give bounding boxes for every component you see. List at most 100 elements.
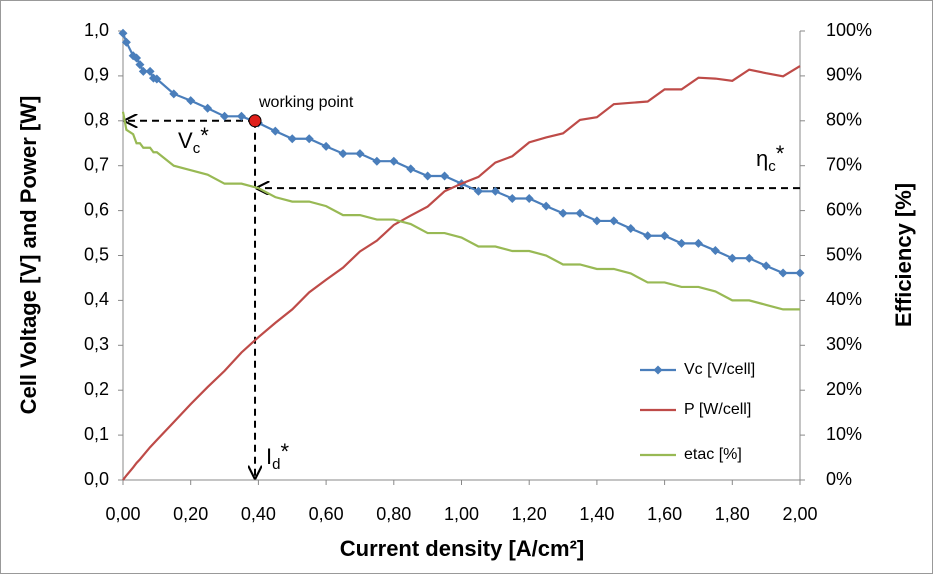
y-tick-label: 0,5 [84, 244, 109, 264]
voltage-annotation: Vc* [178, 123, 209, 157]
data-point [592, 216, 602, 226]
y-tick-label: 0,1 [84, 424, 109, 444]
y2-tick-label: 0% [826, 469, 852, 489]
current-annotation: Id* [266, 439, 289, 473]
data-point [287, 134, 297, 144]
data-point [710, 246, 720, 256]
ann-base: η [756, 146, 768, 171]
legend-marker [653, 365, 663, 375]
series-line [121, 111, 800, 311]
data-point [135, 60, 145, 70]
data-point [132, 53, 142, 63]
efficiency-annotation: ηc* [756, 141, 785, 175]
y-tick-label: 0,4 [84, 289, 109, 309]
x-tick-label: 1,20 [512, 504, 547, 524]
data-point [677, 238, 687, 248]
y2-tick-label: 30% [826, 334, 862, 354]
x-tick-label: 0,80 [376, 504, 411, 524]
data-point [236, 111, 246, 121]
data-point [423, 171, 433, 181]
data-point [744, 253, 754, 263]
data-point [321, 141, 331, 151]
data-point [693, 238, 703, 248]
x-tick-label: 1,60 [647, 504, 682, 524]
data-point [220, 111, 230, 121]
data-point [145, 66, 155, 76]
legend-label: etac [%] [684, 446, 742, 463]
y2-tick-label: 100% [826, 20, 872, 40]
data-point [203, 103, 213, 113]
x-tick-label: 1,40 [579, 504, 614, 524]
y2-tick-label: 20% [826, 379, 862, 399]
ann-suffix: * [200, 123, 209, 148]
data-point [169, 89, 179, 99]
data-point [761, 261, 771, 271]
ann-suffix: * [776, 141, 785, 166]
x-tick-label: 0,00 [105, 504, 140, 524]
data-point [389, 156, 399, 166]
y-tick-label: 0,2 [84, 379, 109, 399]
y-tick-label: 0,0 [84, 469, 109, 489]
data-point [643, 231, 653, 241]
ann-base: I [266, 444, 272, 469]
data-point [138, 66, 148, 76]
data-point [524, 193, 534, 203]
ann-base: V [178, 128, 193, 153]
x-tick-label: 0,60 [309, 504, 344, 524]
data-point [338, 149, 348, 159]
x-tick-label: 0,40 [241, 504, 276, 524]
data-point [440, 171, 450, 181]
working-point [248, 114, 262, 128]
data-point [186, 96, 196, 106]
data-point [121, 37, 131, 47]
y-tick-label: 1,0 [84, 20, 109, 40]
x-tick-label: 0,20 [173, 504, 208, 524]
y-tick-label: 0,6 [84, 199, 109, 219]
x-axis-title: Current density [A/cm²] [340, 536, 584, 561]
data-point [473, 186, 483, 196]
y-tick-label: 0,3 [84, 334, 109, 354]
ann-sub: d [272, 456, 280, 473]
data-point [626, 224, 636, 234]
data-point [372, 156, 382, 166]
data-point [406, 164, 416, 174]
data-point [727, 253, 737, 263]
data-point [778, 268, 788, 278]
x-tick-label: 1,00 [444, 504, 479, 524]
data-point [490, 186, 500, 196]
data-point [795, 268, 805, 278]
y2-tick-label: 80% [826, 110, 862, 130]
working-point-label: working point [258, 94, 354, 111]
y2-tick-label: 40% [826, 289, 862, 309]
y2-tick-label: 90% [826, 65, 862, 85]
data-point [270, 126, 280, 136]
data-point [660, 231, 670, 241]
data-point [118, 28, 128, 38]
data-point [304, 134, 314, 144]
y2-tick-label: 10% [826, 424, 862, 444]
y2-axis-title: Efficiency [%] [891, 183, 916, 327]
data-point [575, 208, 585, 218]
x-tick-label: 1,80 [715, 504, 750, 524]
legend-label: Vc [V/cell] [684, 361, 755, 378]
series-line [122, 65, 801, 481]
x-tick-label: 2,00 [782, 504, 817, 524]
data-point [355, 149, 365, 159]
y-axis-title: Cell Voltage [V] and Power [W] [16, 96, 41, 415]
data-point [609, 216, 619, 226]
y-tick-label: 0,8 [84, 110, 109, 130]
legend-label: P [W/cell] [684, 401, 751, 418]
y2-tick-label: 70% [826, 154, 862, 174]
y2-tick-label: 50% [826, 244, 862, 264]
data-point [541, 201, 551, 211]
y2-tick-label: 60% [826, 199, 862, 219]
data-point [558, 208, 568, 218]
data-point [152, 74, 162, 84]
ann-suffix: * [280, 439, 289, 464]
data-point [507, 193, 517, 203]
y-tick-label: 0,9 [84, 65, 109, 85]
y-tick-label: 0,7 [84, 154, 109, 174]
ann-sub: c [193, 140, 201, 157]
